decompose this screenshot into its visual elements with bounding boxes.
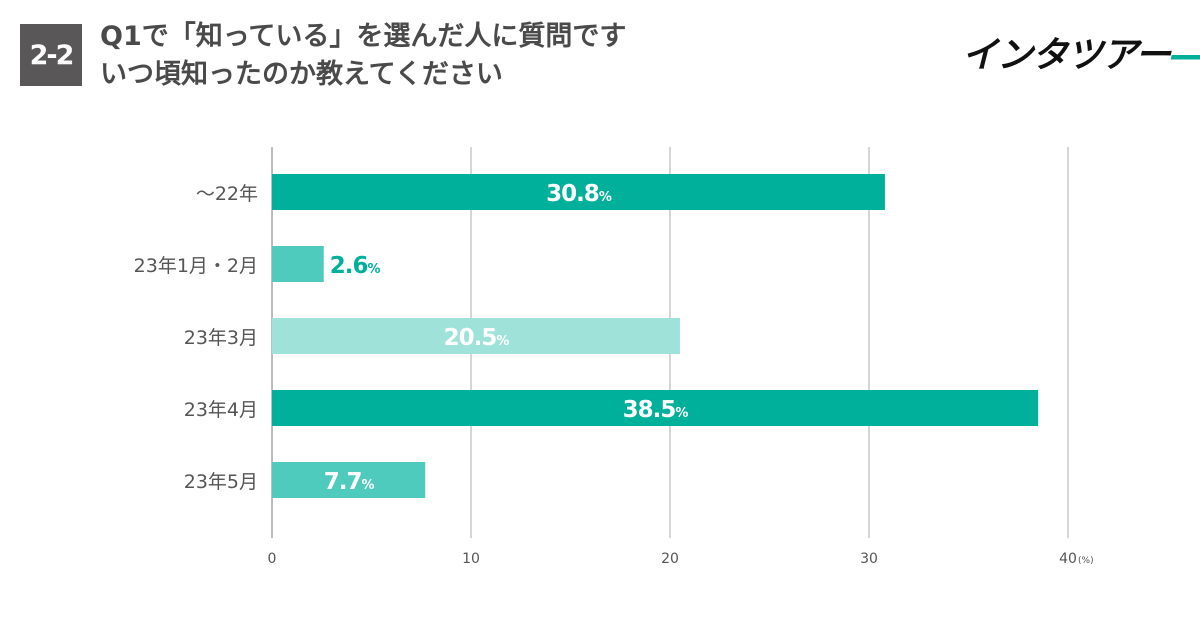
x-tick-label: 40 [1059, 551, 1077, 567]
x-tick-label: 0 [268, 551, 277, 567]
category-label: 23年1月・2月 [134, 255, 258, 277]
value-suffix: % [367, 262, 380, 277]
bar [272, 246, 324, 282]
value-label: 2.6% [330, 253, 381, 279]
x-tick-label: 10 [462, 551, 480, 567]
logo-accent-mark: — [1170, 35, 1200, 76]
value-suffix: % [675, 406, 688, 421]
value-suffix: % [599, 190, 612, 205]
x-tick-label: 20 [661, 551, 679, 567]
bar [272, 318, 680, 354]
section-badge: 2-2 [20, 24, 82, 86]
logo-text: インタツアー [962, 35, 1171, 76]
bar [272, 174, 885, 210]
bar [272, 462, 426, 498]
brand-logo: インタツアー— [962, 26, 1200, 78]
x-tick-label: 30 [860, 551, 878, 567]
value-label: 30.8% [546, 181, 612, 207]
value-suffix: % [361, 478, 374, 493]
value-suffix: % [496, 334, 509, 349]
category-label: 23年3月 [184, 327, 258, 349]
x-axis-unit: (%) [1078, 556, 1094, 566]
title-line-2: いつ頃知ったのか教えてください [100, 59, 503, 90]
bar [272, 390, 1039, 426]
category-label: 〜22年 [196, 183, 258, 205]
chart-title: Q1で「知っている」を選んだ人に質問です いつ頃知ったのか教えてください [100, 18, 626, 94]
category-label: 23年5月 [184, 471, 258, 493]
category-label: 23年4月 [184, 399, 258, 421]
title-line-1: Q1で「知っている」を選んだ人に質問です [100, 21, 627, 52]
